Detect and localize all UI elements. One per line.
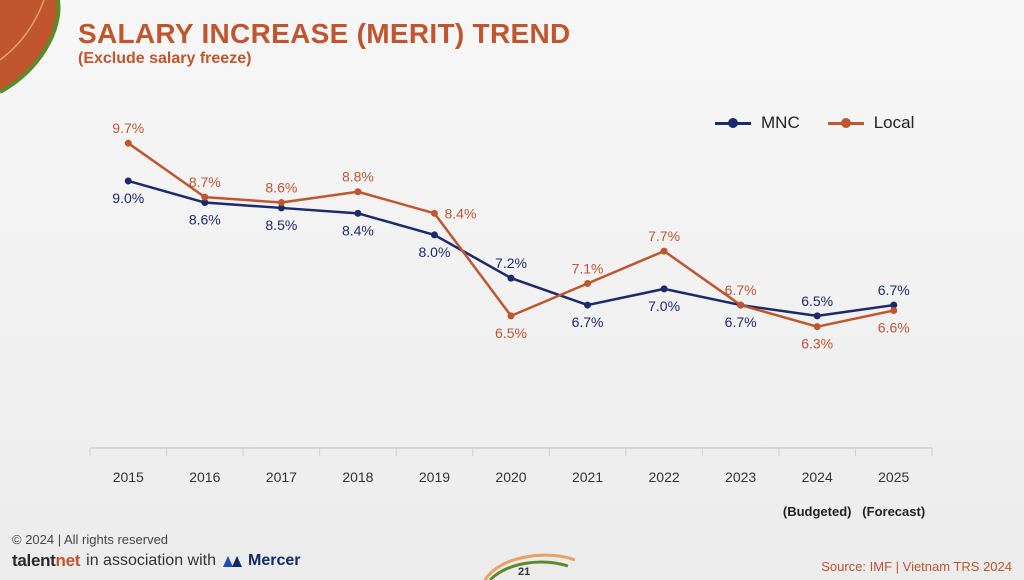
data-label-local-2018: 8.8% (342, 169, 374, 185)
page-number-decoration (483, 553, 576, 580)
data-point-local-2021 (584, 279, 592, 287)
data-point-local-2018 (354, 188, 362, 196)
x-tick-note-2024: (Budgeted) (783, 504, 852, 519)
x-tick-label-2024: 2024 (802, 469, 833, 485)
mercer-label: Mercer (248, 552, 301, 569)
data-point-local-2025 (890, 306, 898, 314)
data-point-mnc-2015 (124, 177, 132, 185)
data-label-local-2024: 6.3% (801, 336, 833, 352)
data-label-local-2022: 7.7% (648, 228, 680, 244)
data-label-mnc-2024: 6.5% (801, 293, 833, 309)
association-text: in association with (86, 552, 216, 569)
data-label-mnc-2025: 6.7% (878, 282, 910, 298)
data-label-mnc-2021: 6.7% (572, 314, 604, 330)
brand-row: talentnet in association with Mercer (12, 551, 300, 571)
x-tick-label-2022: 2022 (649, 469, 680, 485)
x-tick-label-2018: 2018 (342, 469, 373, 485)
x-tick-label-2016: 2016 (189, 469, 220, 485)
legend-swatch-mnc (715, 117, 751, 128)
page-subtitle: (Exclude salary freeze) (78, 50, 252, 67)
data-point-mnc-2019 (430, 231, 438, 239)
data-label-local-2025: 6.6% (878, 319, 910, 335)
legend-label-mnc: MNC (761, 113, 800, 132)
data-label-local-2019: 8.4% (444, 205, 476, 221)
data-label-mnc-2016: 8.6% (189, 212, 221, 228)
data-label-mnc-2023: 6.7% (725, 314, 757, 330)
data-label-local-2020: 6.5% (495, 325, 527, 341)
mercer-icon (223, 556, 242, 567)
legend-label-local: Local (873, 113, 915, 132)
data-label-local-2017: 8.6% (265, 180, 297, 196)
data-point-local-2017 (277, 199, 285, 207)
data-point-mnc-2022 (660, 285, 668, 293)
data-label-local-2023: 6.7% (725, 282, 757, 298)
data-point-mnc-2016 (201, 199, 209, 207)
data-point-local-2019 (430, 209, 438, 217)
data-label-mnc-2015: 9.0% (112, 190, 144, 206)
x-tick-label-2019: 2019 (419, 469, 450, 485)
chart-legend: MNC Local (715, 113, 914, 133)
data-point-local-2016 (201, 193, 209, 201)
data-label-mnc-2017: 8.5% (265, 217, 297, 233)
x-tick-label-2015: 2015 (113, 469, 144, 485)
data-point-local-2020 (507, 312, 515, 320)
x-tick-label-2021: 2021 (572, 469, 603, 485)
talentnet-logo: talentnet (12, 551, 80, 571)
mercer-logo: Mercer (222, 552, 300, 570)
data-point-mnc-2021 (584, 301, 592, 309)
series-line-local (127, 142, 894, 328)
data-point-local-2015 (124, 139, 132, 147)
legend-swatch-local (827, 117, 864, 128)
source-note: Source: IMF | Vietnam TRS 2024 (821, 559, 1012, 574)
data-point-mnc-2018 (354, 209, 362, 217)
data-label-mnc-2019: 8.0% (418, 244, 450, 260)
data-label-mnc-2020: 7.2% (495, 255, 527, 271)
leaf-decoration (0, 0, 61, 94)
series-line-mnc (127, 179, 894, 318)
data-point-mnc-2020 (507, 274, 515, 282)
data-point-mnc-2025 (890, 301, 898, 309)
data-label-local-2016: 8.7% (189, 174, 221, 190)
talentnet-logo-accent: net (55, 551, 81, 570)
page-number: 21 (518, 566, 531, 578)
data-point-mnc-2017 (277, 204, 285, 212)
data-point-local-2024 (813, 323, 821, 331)
x-tick-note-2025: (Forecast) (862, 504, 925, 519)
legend-item-local: Local (827, 113, 915, 133)
legend-item-mnc: MNC (715, 113, 800, 133)
page-title: SALARY INCREASE (MERIT) TREND (78, 18, 571, 49)
x-tick-label-2017: 2017 (266, 469, 297, 485)
data-label-local-2021: 7.1% (572, 260, 604, 276)
data-point-local-2022 (660, 247, 668, 255)
copyright: © 2024 | All rights reserved (12, 532, 169, 547)
line-chart: 2015 2016 2017 2018 2019 2020 2021 2022 2023 2024… (89, 120, 933, 519)
data-point-mnc-2024 (813, 312, 821, 320)
x-tick-label-2020: 2020 (495, 469, 526, 485)
x-tick-label-2023: 2023 (725, 469, 756, 485)
x-tick-label-2025: 2025 (878, 469, 909, 485)
talentnet-logo-prefix: talent (12, 551, 56, 570)
data-label-mnc-2022: 7.0% (648, 298, 680, 314)
data-label-mnc-2018: 8.4% (342, 222, 374, 238)
data-label-local-2015: 9.7% (112, 120, 144, 136)
data-point-local-2023 (737, 301, 745, 309)
